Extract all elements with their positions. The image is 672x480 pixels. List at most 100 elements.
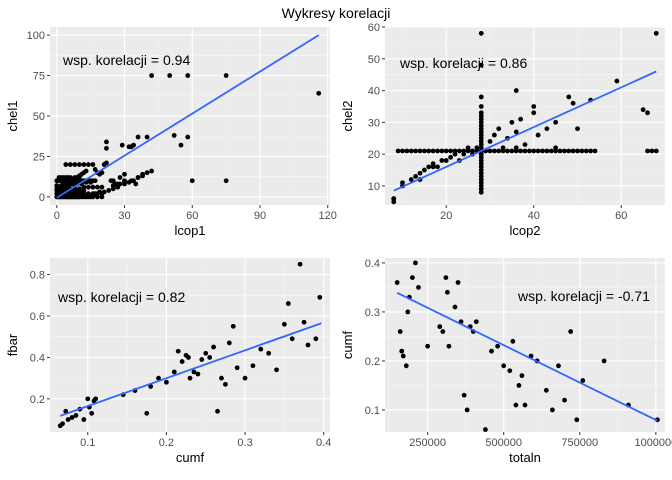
scatter-point [437,324,443,330]
scatter-point [491,132,497,138]
scatter-point [274,367,279,373]
scatter-point [85,184,91,190]
x-tick-label: 0.2 [159,437,174,449]
trend-line [396,291,658,422]
trend-line [393,70,657,192]
scatter-point [281,321,287,327]
scatter-point [470,148,475,154]
scatter-point [509,119,515,125]
y-tick-label: 25 [33,151,45,163]
x-axis-label: totaln [509,450,541,465]
scatter-point [92,191,98,197]
scatter-point [579,148,585,154]
scatter-point [478,110,484,116]
scatter-point [313,336,319,342]
scatter-point [89,410,95,416]
scatter-points [54,73,322,200]
scatter-point [81,417,87,422]
x-tick-label: 120 [319,210,337,222]
scatter-point [69,415,75,420]
x-tick-label: 30 [118,210,130,222]
x-tick-label: 250000 [409,437,446,449]
scatter-point [601,358,607,364]
scatter-point [513,88,519,93]
x-tick-label: 60 [615,210,627,222]
scatter-point [400,180,405,186]
x-tick-label: 60 [186,210,198,222]
x-tick-label: 90 [254,210,266,222]
scatter-point [439,158,445,163]
scatter-point [413,148,419,154]
scatter-point [473,319,479,325]
scatter-point [404,148,410,154]
scatter-point [99,184,105,190]
scatter-point [531,148,537,154]
y-tick-label: 0.1 [365,405,380,417]
y-tick-label: 30 [368,117,380,129]
scatter-point [549,407,555,413]
scatter-point [446,343,452,349]
scatter-point [544,148,550,154]
scatter-point [73,413,79,418]
scatter-point [126,179,132,185]
scatter-point [440,329,446,334]
scatter-point [580,378,586,383]
scatter-point [444,289,450,295]
scatter-point [63,408,69,414]
scatter-point [289,336,295,342]
scatter-point [83,168,89,174]
scatter-point [461,148,467,154]
scatter-point [115,181,121,187]
scatter-point [583,148,589,154]
scatter-point [90,162,96,167]
scatter-point [421,167,427,173]
scatter-point [478,30,484,36]
y-tick-label: 0.6 [30,311,45,323]
scatter-point [491,148,497,154]
scatter-point [544,126,550,132]
y-axis-label: chel1 [5,100,20,131]
scatter-point [592,148,598,154]
scatter-point [171,369,177,375]
scatter-point [510,338,516,344]
scatter-point [443,158,449,163]
scatter-point [211,344,216,350]
scatter-point [426,164,432,170]
scatter-point [199,357,205,362]
correlation-annotation: wsp. korelacji = 0.86 [399,55,527,71]
scatter-point [452,304,458,310]
scatter-point [101,189,107,195]
scatter-point [223,178,229,184]
y-tick-label: 0.4 [30,352,45,364]
y-tick-label: 100 [27,30,45,42]
scatter-point [399,348,405,354]
scatter-point [185,134,191,140]
scatter-point [487,139,493,144]
scatter-point [76,162,82,167]
scatter-point [93,396,99,402]
scatter-point [535,148,541,154]
scatter-point [425,343,431,349]
scatter-point [478,104,484,109]
scatter-point [95,184,100,190]
scatter-point [76,186,82,192]
page-title: Wykresy korelacji [281,5,391,21]
scatter-point [478,62,484,68]
scatter-point [496,148,502,154]
scatter-point [448,154,454,160]
scatter-point [230,323,236,329]
scatter-point [215,408,220,414]
scatter-point [522,402,528,408]
scatter-point [483,427,488,432]
x-tick-label: 20 [440,210,452,222]
scatter-point [316,90,322,96]
scatter-point [500,145,506,151]
scatter-point [122,181,127,187]
scatter-point [391,196,397,202]
scatter-point [85,162,91,167]
scatter-point [301,319,307,325]
scatter-point [439,148,445,154]
scatter-point [649,148,655,154]
y-tick-label: 0.8 [30,270,45,282]
scatter-point [67,162,73,167]
